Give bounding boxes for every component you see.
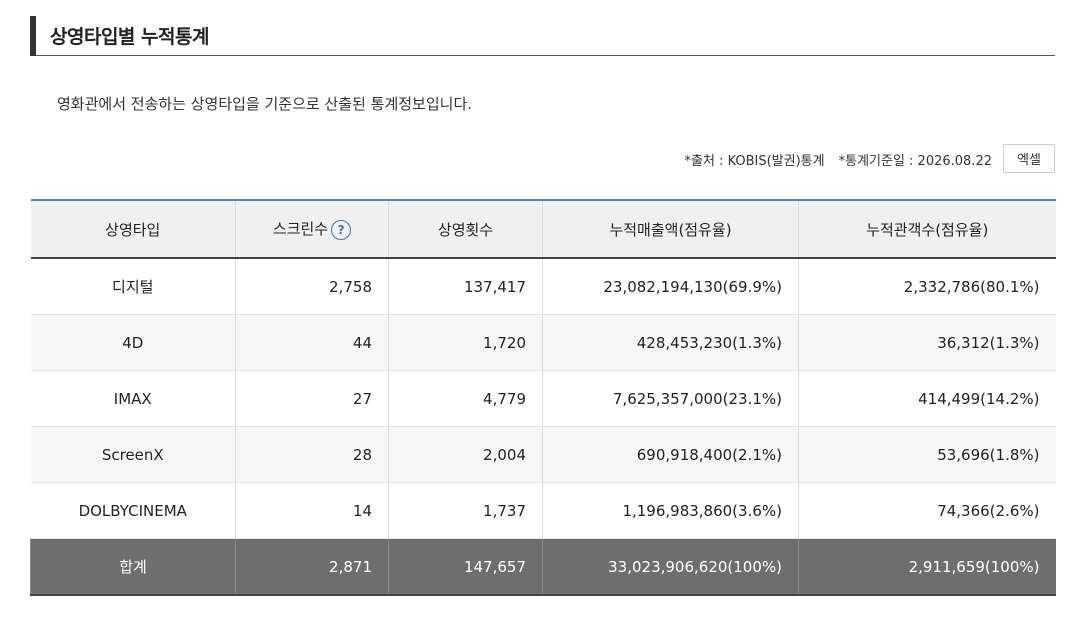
cell-sales: 23,082,194,130(69.9%) bbox=[542, 258, 799, 315]
cell-total-type: 합계 bbox=[30, 538, 236, 595]
help-icon[interactable]: ? bbox=[331, 219, 352, 240]
cell-shows: 137,417 bbox=[388, 258, 543, 315]
cell-shows: 4,779 bbox=[388, 370, 543, 427]
header-audience: 누적관객수(점유율) bbox=[798, 200, 1056, 259]
cell-sales: 7,625,357,000(23.1%) bbox=[542, 370, 799, 427]
cell-total-screens: 2,871 bbox=[235, 538, 389, 595]
cell-audience: 36,312(1.3%) bbox=[798, 314, 1056, 371]
header-shows: 상영횟수 bbox=[388, 200, 543, 259]
table-header-row: 상영타입 스크린수? 상영횟수 누적매출액(점유율) 누적관객수(점유율) bbox=[30, 200, 1056, 259]
table-row: IMAX 27 4,779 7,625,357,000(23.1%) 414,4… bbox=[30, 370, 1056, 427]
table-row: ScreenX 28 2,004 690,918,400(2.1%) 53,69… bbox=[30, 426, 1056, 483]
header-sales: 누적매출액(점유율) bbox=[542, 200, 799, 259]
cell-audience: 53,696(1.8%) bbox=[798, 426, 1056, 483]
stats-date-label: *통계기준일 : 2026.08.22 bbox=[838, 154, 992, 169]
header-screens-label: 스크린수 bbox=[272, 220, 329, 239]
cell-type: IMAX bbox=[30, 370, 236, 427]
table-row: 4D 44 1,720 428,453,230(1.3%) 36,312(1.3… bbox=[30, 314, 1056, 371]
cell-total-shows: 147,657 bbox=[388, 538, 543, 595]
cell-shows: 1,720 bbox=[388, 314, 543, 371]
cell-type: ScreenX bbox=[30, 426, 236, 483]
header-screening-type: 상영타입 bbox=[30, 200, 236, 259]
cell-screens: 28 bbox=[235, 426, 389, 483]
section-header: 상영타입별 누적통계 bbox=[30, 16, 1055, 56]
cell-screens: 27 bbox=[235, 370, 389, 427]
section-title-bar bbox=[30, 16, 36, 56]
cell-sales: 690,918,400(2.1%) bbox=[542, 426, 799, 483]
cell-shows: 1,737 bbox=[388, 482, 543, 539]
cell-type: 디지털 bbox=[30, 258, 236, 315]
section-title: 상영타입별 누적통계 bbox=[50, 26, 209, 48]
cell-shows: 2,004 bbox=[388, 426, 543, 483]
cell-sales: 428,453,230(1.3%) bbox=[542, 314, 799, 371]
cell-screens: 2,758 bbox=[235, 258, 389, 315]
cell-audience: 414,499(14.2%) bbox=[798, 370, 1056, 427]
table-row: 디지털 2,758 137,417 23,082,194,130(69.9%) … bbox=[30, 258, 1056, 315]
cell-sales: 1,196,983,860(3.6%) bbox=[542, 482, 799, 539]
table-total-row: 합계 2,871 147,657 33,023,906,620(100%) 2,… bbox=[30, 538, 1056, 595]
cell-total-audience: 2,911,659(100%) bbox=[798, 538, 1056, 595]
cell-screens: 14 bbox=[235, 482, 389, 539]
table-row: DOLBYCINEMA 14 1,737 1,196,983,860(3.6%)… bbox=[30, 482, 1056, 539]
cell-screens: 44 bbox=[235, 314, 389, 371]
screening-type-stats-table: 상영타입 스크린수? 상영횟수 누적매출액(점유율) 누적관객수(점유율) 디지… bbox=[30, 199, 1056, 596]
header-screens: 스크린수? bbox=[235, 200, 389, 259]
section-description: 영화관에서 전송하는 상영타입을 기준으로 산출된 통계정보입니다. bbox=[57, 95, 473, 113]
cell-audience: 74,366(2.6%) bbox=[798, 482, 1056, 539]
cell-total-sales: 33,023,906,620(100%) bbox=[542, 538, 799, 595]
excel-download-button[interactable]: 엑셀 bbox=[1003, 144, 1055, 173]
cell-audience: 2,332,786(80.1%) bbox=[798, 258, 1056, 315]
source-label: *출처 : KOBIS(발권)통계 bbox=[684, 154, 825, 169]
cell-type: 4D bbox=[30, 314, 236, 371]
cell-type: DOLBYCINEMA bbox=[30, 482, 236, 539]
stats-meta: *출처 : KOBIS(발권)통계 *통계기준일 : 2026.08.22 bbox=[685, 150, 993, 169]
